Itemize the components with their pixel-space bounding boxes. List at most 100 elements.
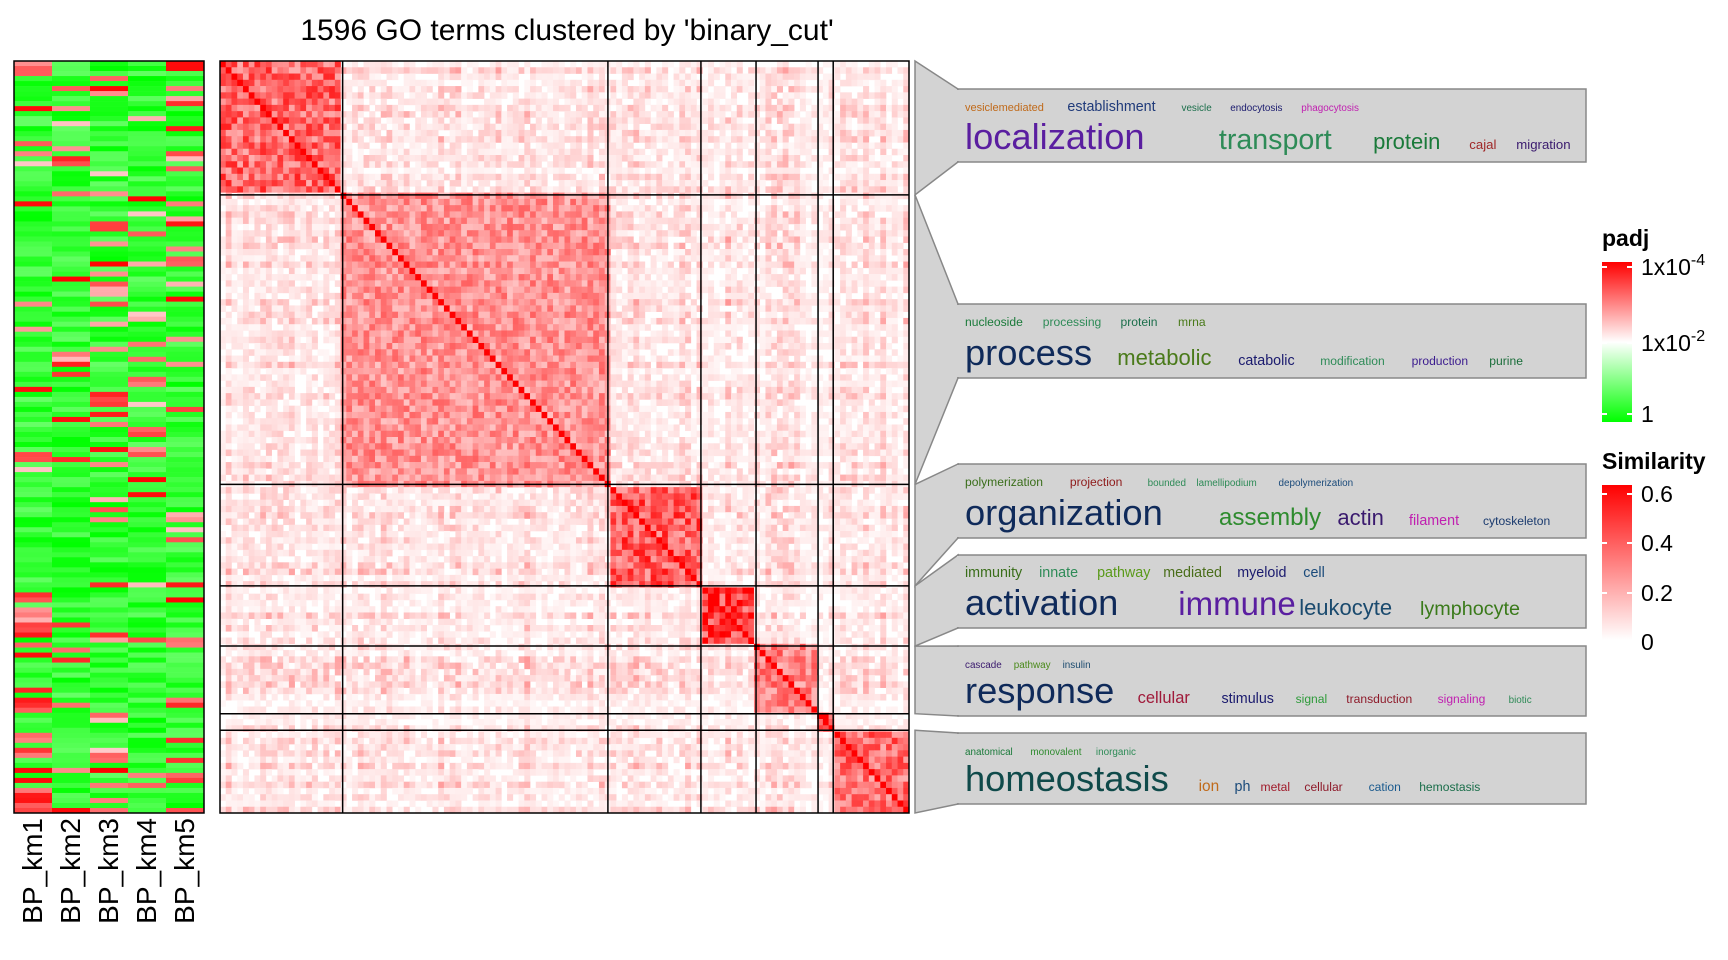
- heatmap-cell: [513, 262, 519, 269]
- heatmap-cell: [237, 80, 243, 87]
- heatmap-cell: [788, 155, 794, 162]
- heatmap-cell: [547, 243, 553, 250]
- annotation-cell: [128, 231, 166, 236]
- heatmap-cell: [737, 193, 743, 200]
- heatmap-cell: [289, 274, 295, 281]
- heatmap-cell: [507, 142, 513, 149]
- annotation-cell: [166, 407, 204, 412]
- heatmap-cell: [243, 124, 249, 131]
- heatmap-cell: [725, 136, 731, 143]
- heatmap-cell: [599, 262, 605, 269]
- heatmap-cell: [892, 99, 898, 106]
- annotation-cell: [90, 577, 128, 582]
- annotation-cell: [52, 186, 90, 191]
- annotation-cell: [90, 567, 128, 572]
- heatmap-cell: [800, 105, 806, 112]
- annotation-cell: [128, 216, 166, 221]
- annotation-cell: [52, 277, 90, 282]
- annotation-cell: [52, 597, 90, 602]
- heatmap-cell: [892, 193, 898, 200]
- heatmap-cell: [484, 193, 490, 200]
- heatmap-cell: [565, 305, 571, 312]
- annotation-cell: [14, 602, 52, 607]
- heatmap-cell: [547, 117, 553, 124]
- heatmap-cell: [725, 287, 731, 294]
- heatmap-cell: [300, 224, 306, 231]
- heatmap-cell: [691, 236, 697, 243]
- heatmap-cell: [651, 255, 657, 262]
- heatmap-cell: [312, 280, 318, 287]
- heatmap-cell: [599, 193, 605, 200]
- heatmap-cell: [260, 117, 266, 124]
- heatmap-cell: [720, 117, 726, 124]
- heatmap-cell: [547, 74, 553, 81]
- heatmap-cell: [570, 255, 576, 262]
- heatmap-cell: [409, 287, 415, 294]
- heatmap-cell: [656, 155, 662, 162]
- heatmap-cell: [513, 305, 519, 312]
- heatmap-cell: [714, 92, 720, 99]
- annotation-cell: [14, 447, 52, 452]
- heatmap-cell: [553, 236, 559, 243]
- heatmap-cell: [788, 142, 794, 149]
- heatmap-cell: [524, 117, 530, 124]
- heatmap-cell: [490, 174, 496, 181]
- heatmap-cell: [490, 299, 496, 306]
- heatmap-cell: [312, 168, 318, 175]
- heatmap-cell: [892, 224, 898, 231]
- heatmap-cell: [737, 117, 743, 124]
- heatmap-cell: [599, 99, 605, 106]
- heatmap-cell: [381, 111, 387, 118]
- annotation-cell: [166, 668, 204, 673]
- heatmap-cell: [542, 199, 548, 206]
- heatmap-cell: [254, 274, 260, 281]
- heatmap-cell: [691, 80, 697, 87]
- heatmap-cell: [329, 86, 335, 93]
- heatmap-cell: [823, 211, 829, 218]
- heatmap-cell: [249, 193, 255, 200]
- heatmap-cell: [369, 149, 375, 156]
- heatmap-cell: [622, 243, 628, 250]
- heatmap-cell: [599, 230, 605, 237]
- annotation-cell: [166, 602, 204, 607]
- heatmap-cell: [806, 305, 812, 312]
- annotation-cell: [52, 161, 90, 166]
- heatmap-cell: [691, 305, 697, 312]
- heatmap-cell: [352, 168, 358, 175]
- annotation-cell: [128, 66, 166, 71]
- heatmap-cell: [519, 287, 525, 294]
- heatmap-cell: [312, 99, 318, 106]
- heatmap-cell: [421, 230, 427, 237]
- heatmap-cell: [444, 280, 450, 287]
- annotation-cell: [52, 527, 90, 532]
- heatmap-cell: [576, 249, 582, 256]
- heatmap-cell: [714, 236, 720, 243]
- heatmap-cell: [352, 124, 358, 131]
- heatmap-cell: [783, 105, 789, 112]
- annotation-cell: [128, 282, 166, 287]
- annotation-cell: [90, 472, 128, 477]
- heatmap-cell: [432, 161, 438, 168]
- annotation-cell: [14, 151, 52, 156]
- heatmap-cell: [869, 268, 875, 275]
- heatmap-cell: [674, 124, 680, 131]
- heatmap-cell: [358, 86, 364, 93]
- heatmap-cell: [599, 174, 605, 181]
- heatmap-cell: [427, 130, 433, 137]
- heatmap-cell: [450, 105, 456, 112]
- heatmap-cell: [231, 268, 237, 275]
- heatmap-cell: [622, 193, 628, 200]
- heatmap-cell: [473, 168, 479, 175]
- heatmap-cell: [760, 262, 766, 269]
- heatmap-cell: [576, 111, 582, 118]
- heatmap-cell: [312, 174, 318, 181]
- heatmap-cell: [450, 180, 456, 187]
- heatmap-cell: [679, 274, 685, 281]
- heatmap-cell: [438, 249, 444, 256]
- heatmap-cell: [651, 293, 657, 300]
- heatmap-cell: [783, 99, 789, 106]
- annotation-cell: [166, 607, 204, 612]
- annotation-cell: [52, 226, 90, 231]
- heatmap-cell: [306, 149, 312, 156]
- annotation-cell: [14, 392, 52, 397]
